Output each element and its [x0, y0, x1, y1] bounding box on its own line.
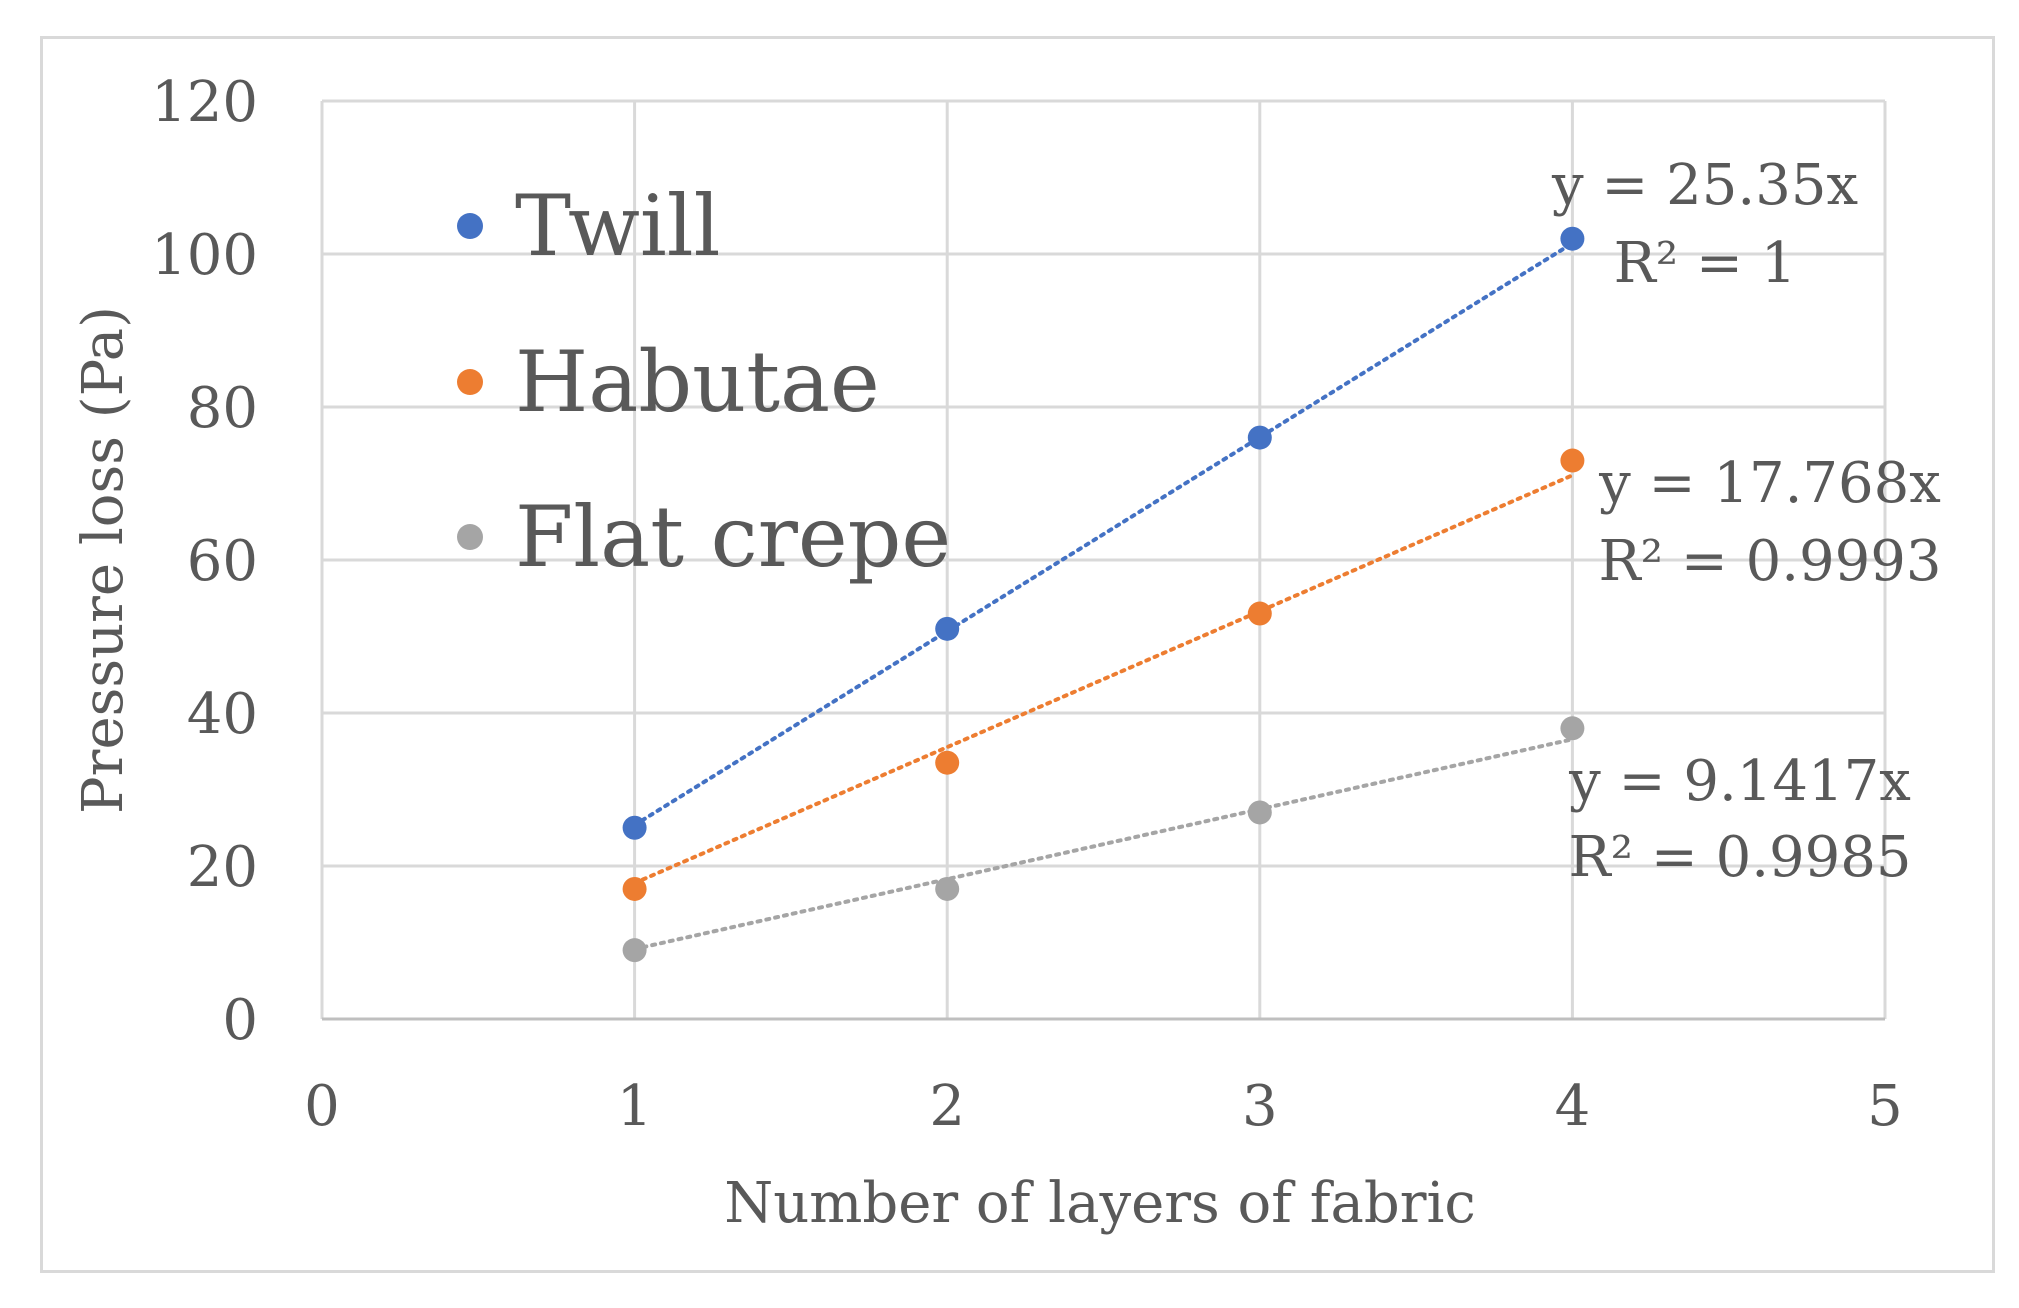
data-point-twill: [935, 616, 960, 641]
trendline-equation: y = 9.1417x: [1568, 749, 1911, 814]
data-points: [622, 226, 1585, 963]
data-point-flat-crepe: [1247, 800, 1272, 825]
legend-item: Flat crepe: [457, 488, 951, 586]
y-tick-label: 80: [187, 376, 258, 441]
trendline-equation: y = 17.768x: [1598, 451, 1941, 516]
trendline-r-squared: R² = 0.9985: [1568, 825, 1911, 890]
trendline-label: y = 25.35x R² = 1: [1551, 153, 1858, 296]
data-point-twill: [1247, 425, 1272, 450]
legend-marker: [457, 213, 483, 239]
trendline-label: y = 9.1417x R² = 0.9985: [1568, 749, 1911, 890]
legend-label: Flat crepe: [515, 488, 951, 586]
data-point-habutae: [622, 876, 647, 901]
legend-label: Twill: [515, 177, 721, 275]
y-tick-label: 20: [187, 835, 258, 900]
y-tick-label: 120: [151, 70, 258, 135]
trendlines: [632, 241, 1575, 952]
x-tick-label: 3: [1242, 1074, 1278, 1139]
legend-label: Habutae: [515, 333, 880, 431]
trendline-habutae: [632, 473, 1575, 886]
data-point-habutae: [1247, 601, 1272, 626]
legend-marker: [457, 369, 483, 395]
data-point-twill: [622, 815, 647, 840]
y-tick-label: 0: [222, 988, 258, 1053]
trendline-twill: [632, 241, 1575, 828]
data-point-flat-crepe: [1560, 716, 1585, 741]
trendline-r-squared: R² = 0.9993: [1598, 529, 1941, 594]
data-point-habutae: [1560, 448, 1585, 473]
legend: Twill Habutae Flat crepe: [457, 177, 951, 586]
y-axis-title: Pressure loss (Pa): [71, 306, 136, 814]
chart-frame: [40, 36, 1995, 1273]
trendline-label: y = 17.768x R² = 0.9993: [1598, 451, 1941, 594]
data-point-flat-crepe: [935, 876, 960, 901]
x-tick-label: 4: [1555, 1074, 1591, 1139]
trendline-equation: y = 25.35x: [1551, 153, 1858, 218]
legend-item: Habutae: [457, 333, 880, 431]
legend-marker: [457, 524, 483, 550]
x-tick-label: 0: [304, 1074, 340, 1139]
data-point-flat-crepe: [622, 938, 647, 963]
data-point-habutae: [935, 750, 960, 775]
tick-labels: 0 20 40 60 80 100 120 0 1 2 3 4 5: [151, 70, 1903, 1139]
y-tick-label: 60: [187, 529, 258, 594]
data-point-twill: [1560, 226, 1585, 251]
x-axis-title: Number of layers of fabric: [724, 1171, 1476, 1236]
legend-item: Twill: [457, 177, 721, 275]
trendline-r-squared: R² = 1: [1614, 231, 1797, 296]
y-tick-label: 40: [187, 682, 258, 747]
x-tick-label: 2: [929, 1074, 965, 1139]
y-tick-label: 100: [151, 223, 258, 288]
x-tick-label: 5: [1867, 1074, 1903, 1139]
x-tick-label: 1: [617, 1074, 653, 1139]
trendline-flat-crepe: [632, 737, 1575, 952]
